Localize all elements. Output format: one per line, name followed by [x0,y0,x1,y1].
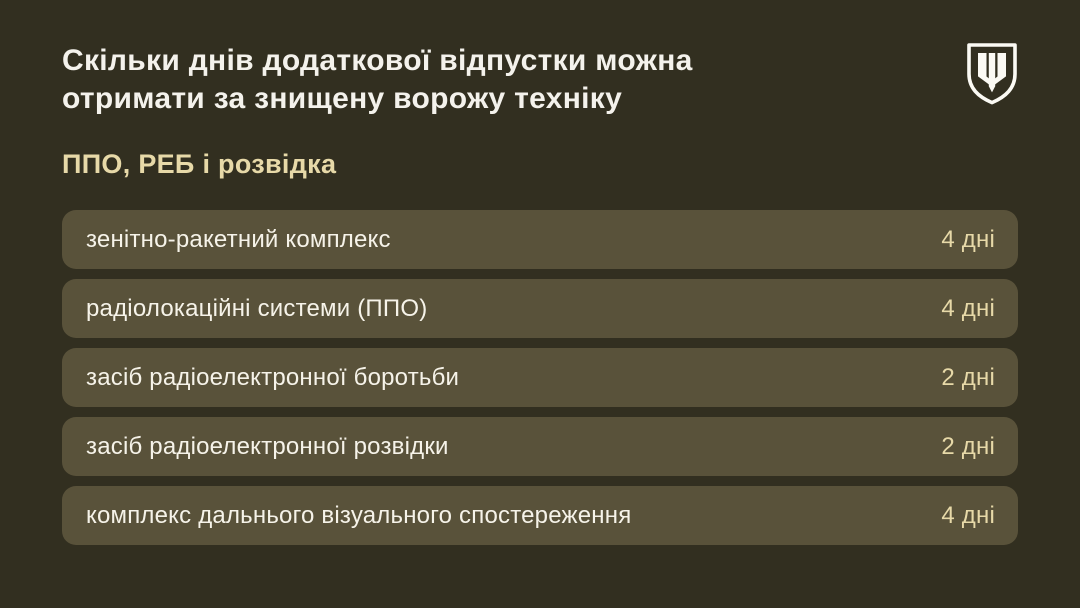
row-value: 4 дні [941,294,995,322]
table-row: зенітно-ракетний комплекс 4 дні [62,210,1018,269]
row-label: зенітно-ракетний комплекс [86,225,391,253]
table-row: засіб радіоелектронної боротьби 2 дні [62,348,1018,407]
row-value: 2 дні [941,432,995,460]
page-title: Скільки днів додаткової відпустки можна … [62,42,882,118]
table-row: засіб радіоелектронної розвідки 2 дні [62,417,1018,476]
row-label: радіолокаційні системи (ППО) [86,294,428,322]
row-label: засіб радіоелектронної розвідки [86,432,449,460]
title-line-1: Скільки днів додаткової відпустки можна [62,44,693,77]
table-row: радіолокаційні системи (ППО) 4 дні [62,279,1018,338]
row-value: 2 дні [941,363,995,391]
row-label: засіб радіоелектронної боротьби [86,363,460,391]
title-line-2: отримати за знищену ворожу техніку [62,82,623,115]
trident-shield-icon [967,43,1017,105]
table-row: комплекс дальнього візуального спостереж… [62,486,1018,545]
row-value: 4 дні [941,225,995,253]
equipment-table: зенітно-ракетний комплекс 4 дні радіолок… [62,210,1018,545]
category-subtitle: ППО, РЕБ і розвідка [62,149,337,179]
row-label: комплекс дальнього візуального спостереж… [86,501,632,529]
row-value: 4 дні [941,501,995,529]
